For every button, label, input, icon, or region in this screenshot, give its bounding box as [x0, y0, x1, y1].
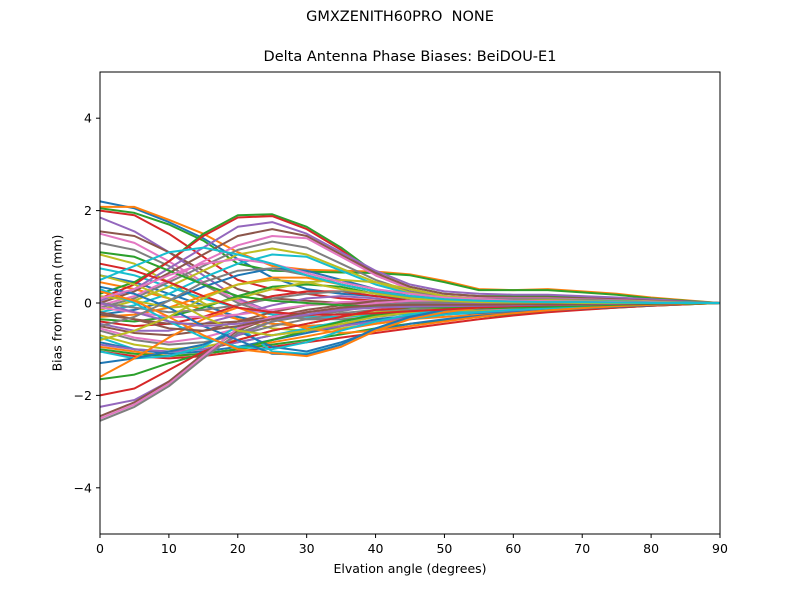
series-line-27 — [99, 302, 721, 344]
x-tick-label: 40 — [368, 541, 384, 556]
y-tick-label: 4 — [84, 111, 92, 126]
x-tick-label: 10 — [161, 541, 177, 556]
x-tick-label: 0 — [96, 541, 104, 556]
x-tick-label: 30 — [299, 541, 315, 556]
figure-suptitle: GMXZENITH60PRO NONE — [306, 9, 494, 25]
x-tick-label: 90 — [712, 541, 728, 556]
y-tick-label: −2 — [74, 388, 92, 403]
chart-title: Delta Antenna Phase Biases: BeiDOU-E1 — [263, 49, 557, 65]
x-tick-label: 70 — [574, 541, 590, 556]
y-tick-label: 2 — [84, 203, 92, 218]
x-tick-label: 20 — [230, 541, 246, 556]
y-tick-label: 0 — [84, 296, 92, 311]
x-axis-label: Elvation angle (degrees) — [333, 561, 487, 576]
tick-layer: 0 10 20 30 40 50 60 70 80 90 −4 −2 0 2 4 — [74, 111, 728, 556]
series-line-60 — [99, 246, 720, 304]
series-line-3 — [99, 207, 721, 304]
series-line-42 — [99, 302, 721, 378]
x-tick-label: 80 — [643, 541, 659, 556]
y-tick-label: −4 — [74, 480, 92, 495]
x-tick-label: 60 — [505, 541, 521, 556]
series-layer — [99, 200, 721, 422]
x-tick-label: 50 — [436, 541, 452, 556]
y-axis-label: Bias from mean (mm) — [49, 234, 65, 372]
